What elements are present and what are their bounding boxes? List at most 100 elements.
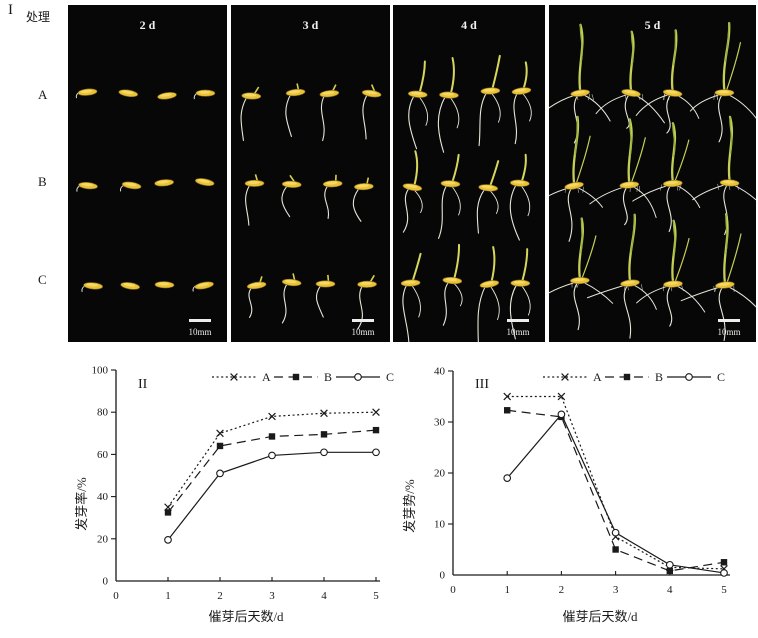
photo-panel-4d: 4 d 10mm — [393, 5, 545, 342]
y-tick-label: 20 — [97, 533, 109, 545]
seedling — [477, 246, 500, 342]
legend: A B C — [212, 370, 394, 384]
seedling — [509, 248, 531, 340]
seedling — [357, 274, 377, 330]
seedling — [511, 61, 532, 145]
seedling — [437, 57, 460, 153]
seedling — [195, 178, 215, 186]
series-C-markers — [164, 448, 380, 544]
seedling — [281, 273, 302, 324]
seedling — [442, 243, 463, 326]
chart-panel-numeral: II — [138, 377, 148, 392]
series-A-line — [507, 395, 725, 570]
x-axis-title: 催芽后天数/d — [562, 609, 638, 624]
x-tick-label: 0 — [450, 584, 456, 596]
x-tick-label: 4 — [321, 590, 327, 602]
y-tick-label: 40 — [434, 366, 446, 378]
seedling — [192, 281, 214, 292]
y-tick-label: 0 — [440, 570, 446, 582]
seedling — [193, 89, 216, 100]
series-A-markers — [503, 392, 728, 573]
seedling — [322, 174, 343, 219]
seedling — [154, 179, 174, 187]
panel-day-label: 2 d — [140, 18, 156, 32]
scale-bar-label: 10mm — [717, 327, 740, 337]
seedling — [76, 182, 98, 192]
seedling — [281, 174, 302, 218]
y-tick-label: 80 — [97, 407, 109, 419]
series-A-markers — [164, 408, 380, 511]
x-tick-label: 1 — [165, 590, 171, 602]
seedling — [244, 174, 265, 226]
y-tick-label: 40 — [97, 491, 109, 503]
legend-label-C: C — [717, 370, 725, 384]
section-i-label: I — [8, 2, 13, 18]
seedling — [75, 88, 98, 99]
seedling — [478, 54, 501, 147]
legend-label-A: A — [593, 370, 602, 384]
panel-background — [231, 5, 390, 342]
series-C-markers — [503, 410, 728, 577]
x-tick-label: 3 — [269, 590, 275, 602]
seedling — [352, 177, 374, 222]
panel-day-label: 5 d — [645, 18, 661, 32]
seedling — [689, 21, 756, 143]
seedling — [549, 23, 611, 144]
y-tick-label: 10 — [434, 519, 446, 531]
seedling — [589, 118, 657, 226]
row-label-c: C — [38, 272, 47, 287]
series-C-line — [167, 451, 376, 541]
seedling — [549, 115, 604, 242]
legend-label-A: A — [262, 370, 271, 384]
x-tick-label: 1 — [504, 584, 510, 596]
seedling — [315, 274, 336, 318]
scale-bar-label: 10mm — [351, 327, 374, 337]
seedling — [285, 83, 306, 137]
series-B-markers — [164, 426, 380, 516]
y-axis-title: 发芽率/% — [75, 477, 89, 531]
x-tick-label: 0 — [113, 590, 119, 602]
seedling — [246, 276, 267, 319]
seedling — [407, 60, 429, 150]
seedling — [154, 281, 175, 289]
seedling — [120, 282, 140, 290]
y-tick-label: 30 — [434, 417, 446, 429]
seedling — [119, 181, 142, 192]
y-tick-label: 60 — [97, 449, 109, 461]
seedling — [361, 84, 382, 140]
legend-label-C: C — [386, 370, 394, 384]
row-label-b: B — [38, 174, 47, 189]
x-tick-label: 2 — [217, 590, 223, 602]
seedling — [402, 150, 423, 233]
seedling — [549, 217, 614, 331]
germination-rate-chart: 0 20 40 60 80 100 0 1 2 3 4 5 A B C II 催芽后天数/d 发芽率/% — [75, 365, 394, 625]
seedling — [118, 89, 138, 98]
scale-bar-label: 10mm — [188, 327, 211, 337]
row-label-a: A — [38, 87, 48, 102]
seedling — [632, 122, 701, 233]
y-tick-label: 100 — [92, 365, 109, 377]
germination-vigor-chart: 0 10 20 30 40 0 1 2 3 4 5 A B C III 催芽后天数/d 发芽势/% — [402, 366, 730, 624]
seedling — [240, 86, 262, 142]
seedling — [81, 282, 103, 292]
x-tick-label: 3 — [613, 584, 619, 596]
x-tick-label: 5 — [373, 590, 379, 602]
seedling — [595, 30, 665, 129]
scale-bar-label: 10mm — [506, 327, 529, 337]
photo-panel-3d: 3 d 10mm — [231, 5, 390, 342]
panel-day-label: 4 d — [461, 18, 477, 32]
seedling — [319, 84, 340, 142]
seedling — [680, 212, 756, 341]
panel-background — [68, 5, 227, 342]
seedling — [509, 153, 531, 241]
seedling — [635, 29, 700, 134]
scale-bar — [507, 319, 529, 322]
seedling — [157, 92, 177, 100]
photo-panel-5d: 5 d 10mm — [549, 5, 756, 342]
treatment-label: 处理 — [26, 10, 51, 24]
x-tick-label: 2 — [559, 584, 565, 596]
chart-panel-numeral: III — [475, 377, 489, 392]
series-B-line — [507, 409, 725, 572]
photo-panel-2d: 2 d 10mm — [68, 5, 227, 342]
